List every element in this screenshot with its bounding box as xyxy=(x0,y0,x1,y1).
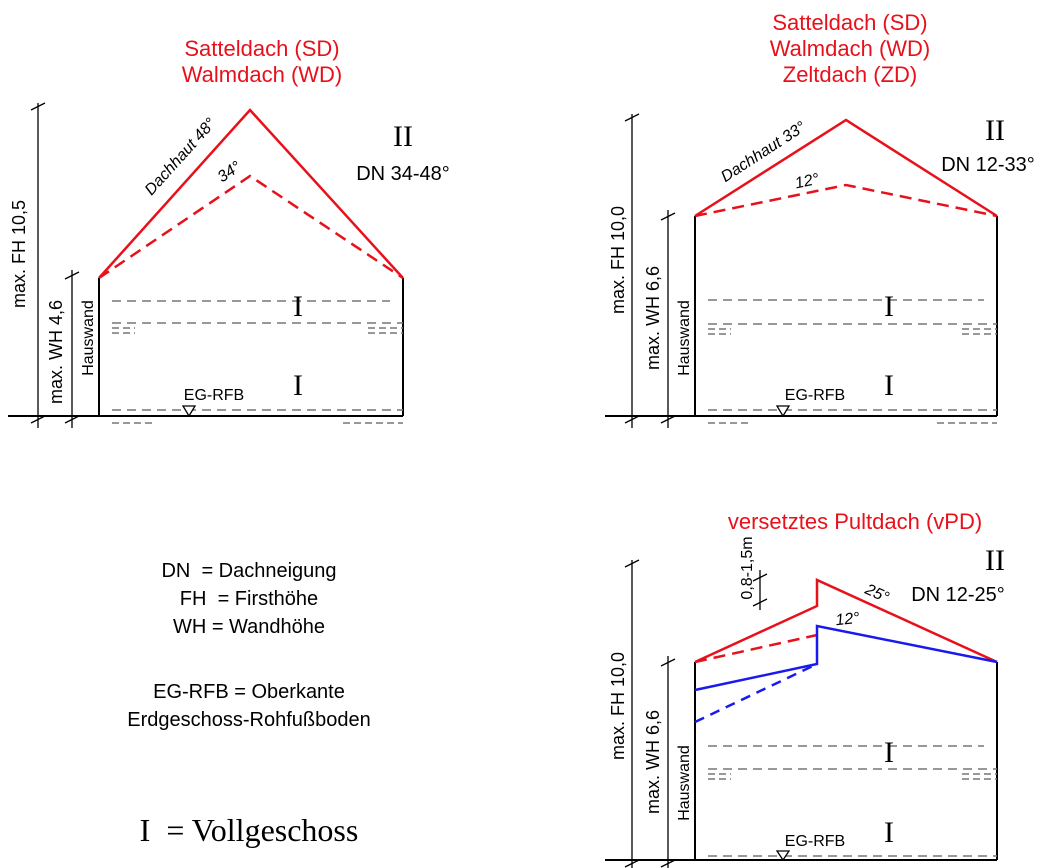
diagram1-dim-tick xyxy=(30,102,46,111)
diagram3-dim-tick xyxy=(660,658,676,667)
diagram-versetztes-pultdach: versetztes Pultdach (vPD) max. FH 10,0 m… xyxy=(605,509,1005,868)
diagram2-floor-mark-upper: I xyxy=(884,290,894,323)
diagram1-title-line1: Satteldach (SD) xyxy=(184,36,339,61)
diagram3-floor-label: EG-RFB xyxy=(785,833,845,850)
diagram1-floor-mark-upper: I xyxy=(293,290,303,323)
diagram3-roof-25 xyxy=(694,578,998,664)
diagram2-dim-tick xyxy=(660,212,676,221)
diagram2-roof-12 xyxy=(694,183,998,218)
legend-line-dn: DN = Dachneigung xyxy=(161,560,336,582)
diagram3-dim-tick xyxy=(660,859,676,868)
legend-vollgeschoss: I = Vollgeschoss xyxy=(140,812,359,848)
diagram1-floor-label: EG-RFB xyxy=(184,387,244,404)
diagram3-level-marker-icon xyxy=(775,850,791,862)
diagram3-wall-label: Hauswand xyxy=(676,745,693,821)
legend-eg-line2: Erdgeschoss-Rohfußboden xyxy=(127,709,370,731)
diagram2-level-marker-icon xyxy=(775,405,791,418)
diagram3-dim-tick xyxy=(624,559,640,568)
diagram1-wh-label: max. WH 4,6 xyxy=(46,300,66,404)
diagram2-title-line2: Walmdach (WD) xyxy=(770,36,931,61)
diagram3-storeys-mark: II xyxy=(985,544,1005,577)
diagram1-floor-mark-lower: I xyxy=(293,369,303,402)
diagram1-lower-angle: 34° xyxy=(215,158,245,186)
diagram2-wall-label: Hauswand xyxy=(676,300,693,376)
diagram2-dim-tick xyxy=(624,113,640,122)
diagram1-fh-label: max. FH 10,5 xyxy=(9,200,29,308)
diagram2-title-line3: Zeltdach (ZD) xyxy=(783,62,917,87)
diagram2-roof-33 xyxy=(694,118,998,218)
diagram3-lower-angle: 12° xyxy=(835,610,861,629)
diagram3-dim-tick xyxy=(752,598,768,607)
diagram2-floor-mark-lower: I xyxy=(884,369,894,402)
diagram3-roof-blue-dashed xyxy=(694,662,818,724)
diagram-satteldach-walmdach-zeltdach: Satteldach (SD) Walmdach (WD) Zeltdach (… xyxy=(605,10,1035,428)
diagram3-roof-dashed xyxy=(694,633,818,664)
diagram3-dim-tick xyxy=(752,573,768,582)
diagram2-dim-tick xyxy=(660,415,676,424)
diagram1-dim-tick xyxy=(64,271,80,280)
diagram-satteldach-walmdach: Satteldach (SD) Walmdach (WD) max. FH 10… xyxy=(8,36,450,428)
legend-line-fh: FH = Firsthöhe xyxy=(180,588,318,610)
diagram1-dim-tick xyxy=(30,415,46,424)
diagram2-floor-label: EG-RFB xyxy=(785,387,845,404)
diagram3-floor-mark-upper: I xyxy=(884,736,894,769)
diagram2-wh-label: max. WH 6,6 xyxy=(643,266,663,370)
diagram3-wh-label: max. WH 6,6 xyxy=(643,710,663,814)
diagram3-roof-12 xyxy=(694,624,998,692)
diagram3-dn-label: DN 12-25° xyxy=(911,584,1005,606)
diagram1-storeys-mark: II xyxy=(393,120,413,153)
diagram1-wall-label: Hauswand xyxy=(80,300,97,376)
legend-eg-line1: EG-RFB = Oberkante xyxy=(153,681,345,703)
diagram2-dn-label: DN 12-33° xyxy=(941,154,1035,176)
diagram3-floor-mark-lower: I xyxy=(884,816,894,849)
diagram3-title: versetztes Pultdach (vPD) xyxy=(728,509,982,534)
diagram1-title-line2: Walmdach (WD) xyxy=(182,62,343,87)
diagram2-lower-angle: 12° xyxy=(793,171,821,193)
diagram2-storeys-mark: II xyxy=(985,114,1005,147)
diagram3-offset-label: 0,8-1,5m xyxy=(739,536,756,599)
diagram1-dim-tick xyxy=(64,415,80,424)
diagram1-dn-label: DN 34-48° xyxy=(356,163,450,185)
diagram2-dim-tick xyxy=(624,415,640,424)
diagram2-title-line1: Satteldach (SD) xyxy=(772,10,927,35)
diagram3-fh-label: max. FH 10,0 xyxy=(608,652,628,760)
diagram1-level-marker-icon xyxy=(181,405,197,418)
diagram3-dim-tick xyxy=(624,859,640,868)
legend-line-wh: WH = Wandhöhe xyxy=(173,616,325,638)
diagram1-roof-48 xyxy=(98,108,404,279)
diagram1-roof-34 xyxy=(98,174,404,280)
diagram2-fh-label: max. FH 10,0 xyxy=(608,206,628,314)
legend: DN = Dachneigung FH = Firsthöhe WH = Wan… xyxy=(127,560,370,848)
